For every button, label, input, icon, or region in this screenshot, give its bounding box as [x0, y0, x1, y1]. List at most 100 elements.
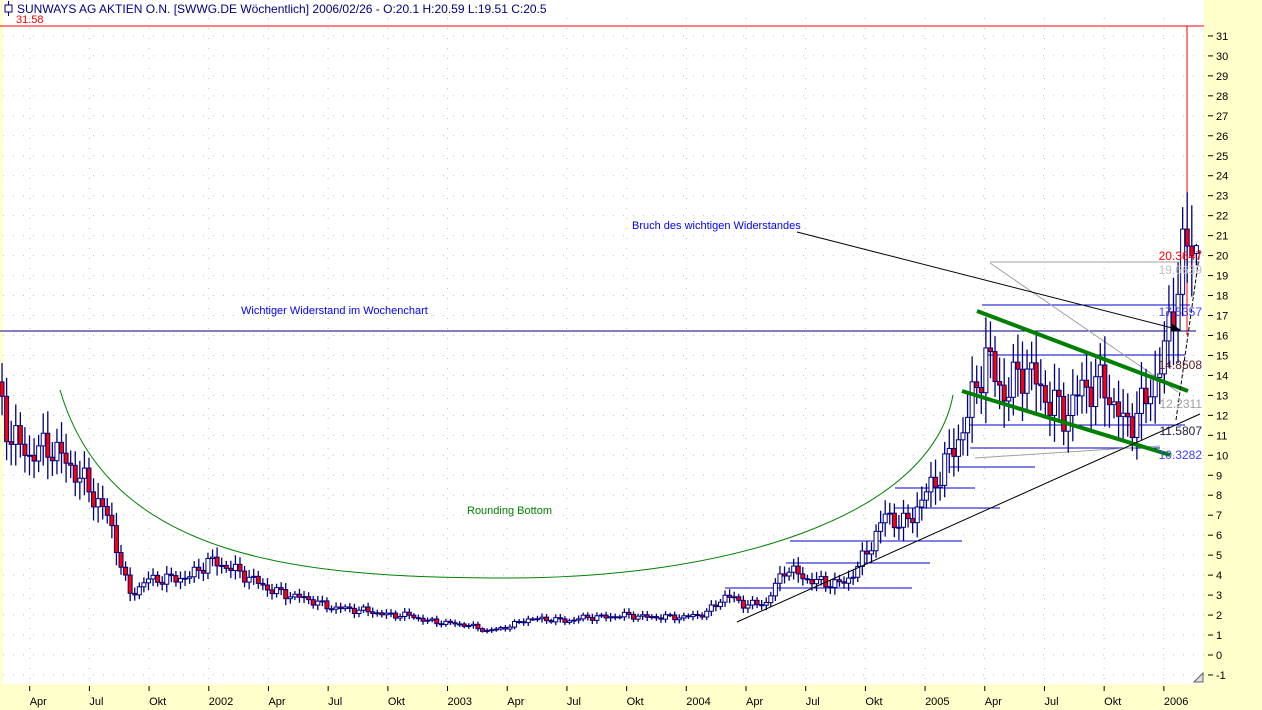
candle-body: [621, 611, 627, 618]
candle-body: [351, 607, 357, 615]
candle-body: [388, 612, 394, 615]
candle-body: [177, 578, 183, 583]
candle-body: [955, 439, 961, 457]
candle-body: [942, 453, 948, 486]
candle-body: [1047, 401, 1053, 416]
candle-body: [36, 445, 42, 462]
candle-body: [649, 616, 655, 619]
candle-body: [685, 615, 691, 618]
candle-body: [457, 623, 463, 626]
candle-body: [1074, 394, 1080, 397]
candle-body: [91, 491, 97, 508]
resize-corner-icon[interactable]: [1192, 671, 1204, 683]
candle-body: [612, 616, 618, 619]
y-tick-label: 5: [1216, 550, 1222, 562]
candle-body: [214, 556, 220, 567]
candle-body: [301, 596, 307, 599]
candle-body: [264, 584, 270, 591]
candle-body: [145, 578, 151, 584]
candle-body: [1052, 389, 1058, 416]
candle-body: [653, 616, 659, 619]
candle-body: [402, 611, 408, 617]
candle-body: [667, 614, 673, 617]
y-tick-label: 21: [1216, 231, 1228, 243]
candle-body: [438, 623, 444, 626]
level-label: 11.5807: [1160, 424, 1203, 438]
candle-body: [859, 550, 865, 567]
level-label: 19.6639: [1159, 263, 1203, 277]
candle-body: [603, 614, 609, 619]
max-price-label: 31.58: [16, 14, 44, 26]
candle-body: [777, 573, 783, 584]
x-tick-label: 2003: [448, 696, 472, 708]
uptrend-line: [736, 413, 1201, 623]
y-tick-label: 8: [1216, 490, 1222, 502]
y-tick-label: 12: [1216, 410, 1228, 422]
candle-body: [100, 498, 106, 507]
candle-body: [1038, 383, 1044, 387]
candles: [0, 192, 1199, 634]
rounding-bottom-arc: [59, 389, 954, 579]
candle-body: [617, 616, 623, 619]
candle-body: [260, 582, 266, 586]
candle-body: [708, 604, 714, 612]
candle-body: [296, 593, 302, 598]
candle-body: [109, 514, 115, 527]
candle-body: [759, 604, 765, 607]
candle-body: [22, 443, 28, 456]
candle-body: [45, 432, 51, 458]
candle-body: [521, 621, 527, 624]
candle-body: [484, 629, 490, 632]
candle-body: [539, 616, 545, 620]
candle-body: [1157, 373, 1163, 379]
candle-body: [95, 498, 101, 508]
candle-body: [306, 596, 312, 601]
candle-body: [329, 608, 335, 611]
lower-channel-line: [961, 389, 1171, 457]
candle-body: [59, 441, 65, 454]
candle-body: [81, 467, 87, 479]
candle-body: [754, 599, 760, 606]
candle-body: [571, 619, 577, 622]
y-tick-label: 20: [1216, 251, 1228, 263]
candle-body: [406, 611, 412, 616]
y-tick-label: 30: [1216, 51, 1228, 63]
candle-body: [86, 467, 92, 493]
y-tick-label: 1: [1216, 630, 1222, 642]
x-tick-label: Jul: [328, 696, 342, 708]
candle-body: [1084, 379, 1090, 388]
candle-body: [63, 452, 69, 464]
level-label: 20.3647: [1159, 249, 1203, 263]
y-tick-label: 0: [1216, 650, 1222, 662]
candle-body: [502, 627, 508, 630]
candle-body: [818, 576, 824, 581]
candle-body: [361, 606, 367, 611]
candle-body: [836, 579, 842, 583]
x-tick-label: Jul: [806, 696, 820, 708]
candle-body: [553, 617, 559, 623]
y-tick-label: 26: [1216, 131, 1228, 143]
candle-body: [187, 576, 193, 579]
candle-body: [68, 462, 74, 466]
candle-body: [512, 621, 518, 628]
candle-body: [832, 579, 838, 588]
candle-body: [928, 476, 934, 493]
candle-body: [1189, 245, 1195, 257]
x-tick-label: Apr: [268, 696, 285, 708]
candle-body: [919, 499, 925, 508]
candle-body: [1180, 228, 1186, 295]
candle-body: [370, 611, 376, 615]
x-tick-label: 2005: [925, 696, 949, 708]
candle-body: [219, 564, 225, 567]
candle-body: [827, 586, 833, 589]
candle-body: [644, 614, 650, 618]
candle-body: [493, 628, 499, 631]
y-tick-label: 17: [1216, 311, 1228, 323]
candle-body: [210, 556, 216, 560]
candle-body: [585, 614, 591, 619]
candle-body: [887, 512, 893, 515]
candle-body: [1029, 362, 1035, 370]
candle-body: [873, 530, 879, 552]
candle-body: [411, 614, 417, 619]
